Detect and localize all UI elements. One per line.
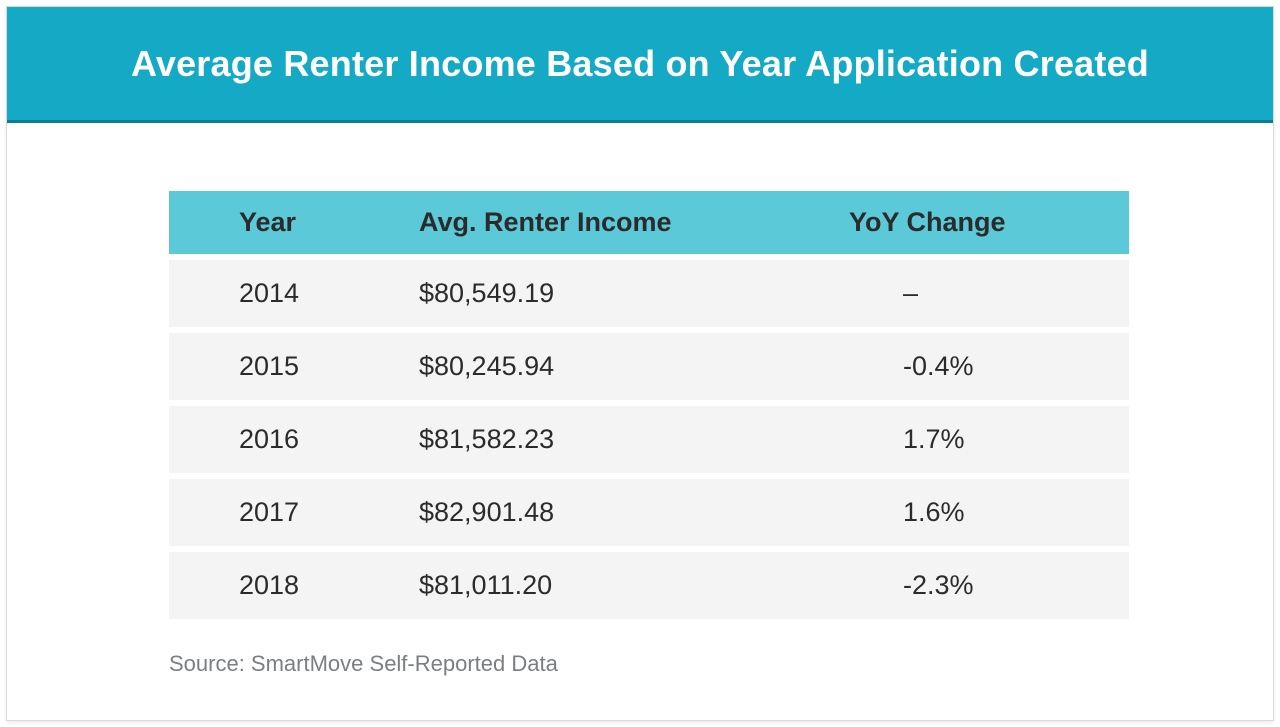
cell-yoy: -0.4% — [849, 333, 1129, 400]
title-banner: Average Renter Income Based on Year Appl… — [7, 7, 1273, 123]
col-header-yoy: YoY Change — [849, 191, 1129, 254]
table-row: 2014 $80,549.19 – — [169, 260, 1129, 327]
cell-yoy: -2.3% — [849, 552, 1129, 619]
cell-income: $81,011.20 — [419, 552, 849, 619]
income-table: Year Avg. Renter Income YoY Change 2014 … — [169, 185, 1129, 625]
cell-year: 2017 — [169, 479, 419, 546]
source-text: Source: SmartMove Self-Reported Data — [169, 651, 1129, 677]
cell-yoy: 1.7% — [849, 406, 1129, 473]
cell-income: $82,901.48 — [419, 479, 849, 546]
cell-year: 2015 — [169, 333, 419, 400]
cell-income: $81,582.23 — [419, 406, 849, 473]
cell-year: 2018 — [169, 552, 419, 619]
table-row: 2015 $80,245.94 -0.4% — [169, 333, 1129, 400]
col-header-income: Avg. Renter Income — [419, 191, 849, 254]
cell-year: 2014 — [169, 260, 419, 327]
income-table-wrap: Year Avg. Renter Income YoY Change 2014 … — [169, 185, 1129, 677]
cell-income: $80,245.94 — [419, 333, 849, 400]
cell-yoy: 1.6% — [849, 479, 1129, 546]
card: Average Renter Income Based on Year Appl… — [6, 6, 1274, 721]
table-row: 2018 $81,011.20 -2.3% — [169, 552, 1129, 619]
table-row: 2017 $82,901.48 1.6% — [169, 479, 1129, 546]
cell-year: 2016 — [169, 406, 419, 473]
table-header-row: Year Avg. Renter Income YoY Change — [169, 191, 1129, 254]
cell-income: $80,549.19 — [419, 260, 849, 327]
table-row: 2016 $81,582.23 1.7% — [169, 406, 1129, 473]
cell-yoy: – — [849, 260, 1129, 327]
col-header-year: Year — [169, 191, 419, 254]
page-title: Average Renter Income Based on Year Appl… — [131, 43, 1149, 85]
